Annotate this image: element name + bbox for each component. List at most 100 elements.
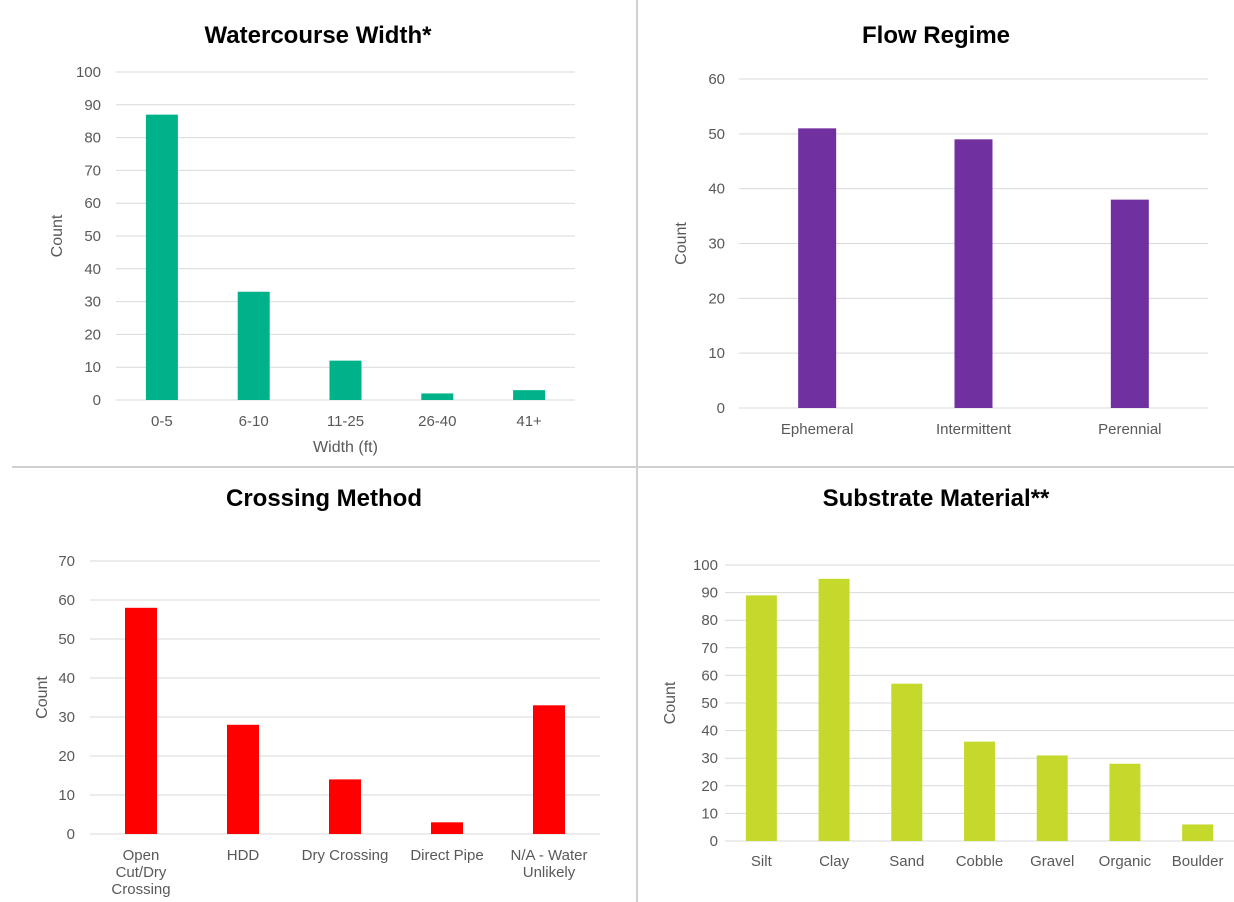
y-tick-label: 90 [701, 585, 718, 602]
x-tick-label: 6-10 [239, 413, 269, 430]
y-tick-label: 60 [708, 71, 725, 88]
x-tick-label-line: Perennial [1098, 421, 1161, 438]
y-axis-title: Count [662, 681, 679, 724]
x-tick-label-line: Direct Pipe [410, 847, 483, 864]
x-tick-label: Organic [1099, 853, 1152, 870]
y-axis-title: Count [673, 222, 690, 265]
y-tick-label: 40 [58, 670, 75, 687]
x-tick-label-line: Open [123, 847, 160, 864]
x-tick-label-line: 0-5 [151, 413, 173, 430]
bar [125, 607, 157, 834]
x-tick-label-line: Dry Crossing [302, 847, 389, 864]
y-tick-label: 10 [708, 345, 725, 362]
x-tick-label: Cobble [956, 853, 1004, 870]
x-axis-title: Width (ft) [313, 439, 378, 456]
y-tick-label: 70 [701, 640, 718, 657]
y-tick-label: 0 [710, 833, 718, 850]
y-tick-label: 30 [701, 750, 718, 767]
y-tick-label: 30 [84, 294, 101, 311]
bar [1182, 824, 1214, 841]
x-tick-label: 11-25 [327, 413, 364, 430]
x-tick-label: Clay [819, 853, 850, 870]
chart-watercourse-width-svg: Watercourse Width* 0 10 20 30 40 50 60 70 80 90 100… [49, 22, 575, 456]
y-tick-label: 20 [701, 778, 718, 795]
bar [533, 705, 565, 834]
x-tick-label: Perennial [1098, 421, 1161, 438]
chart-title: Flow Regime [862, 22, 1010, 49]
y-tick-label: 20 [84, 326, 101, 343]
bar [745, 595, 777, 841]
bar [421, 393, 454, 400]
y-tick-label: 80 [84, 130, 101, 147]
y-tick-label: 0 [67, 826, 75, 843]
x-tick-label-line: Ephemeral [781, 421, 854, 438]
vertical-divider [636, 0, 638, 902]
x-tick-label: Gravel [1030, 853, 1074, 870]
x-tick-label-line: Organic [1099, 853, 1152, 870]
bar [329, 779, 361, 834]
x-tick-label-line: Sand [889, 853, 924, 870]
y-tick-label: 50 [701, 695, 718, 712]
y-tick-label: 40 [84, 261, 101, 278]
bar [431, 822, 463, 834]
y-tick-label: 70 [58, 553, 75, 570]
y-tick-label: 70 [84, 162, 101, 179]
bar [227, 724, 259, 834]
bar [818, 578, 850, 841]
chart-flow-regime-svg: Flow Regime 0 10 20 30 40 50 60 Count Ephemeral In… [673, 22, 1208, 438]
x-tick-label-line: N/A - Water [511, 847, 588, 864]
bar [954, 139, 993, 409]
x-tick-label-line: 11-25 [327, 413, 364, 430]
chart-title: Crossing Method [226, 485, 422, 512]
x-tick-label-line: 41+ [516, 413, 542, 430]
y-tick-label: 100 [693, 557, 718, 574]
x-tick-label-line: Silt [751, 853, 773, 870]
y-tick-label: 0 [93, 392, 101, 409]
y-tick-label: 60 [701, 667, 718, 684]
y-tick-label: 60 [58, 592, 75, 609]
y-tick-label: 10 [58, 787, 75, 804]
x-tick-label-line: Boulder [1172, 853, 1224, 870]
y-tick-label: 30 [58, 709, 75, 726]
chart-substrate-material-svg: Substrate Material** 0 10 20 30 40 50 60 70 80 90 1… [662, 485, 1234, 870]
chart-watercourse-width: Watercourse Width* 0 10 20 30 40 50 60 70 80 90 100… [0, 0, 636, 466]
bar [1109, 763, 1141, 841]
x-tick-label: Silt [751, 853, 773, 870]
x-tick-label-line: Cut/Dry [116, 864, 167, 881]
y-tick-label: 80 [701, 612, 718, 629]
x-tick-label: Dry Crossing [302, 847, 389, 864]
x-tick-label-line: Gravel [1030, 853, 1074, 870]
bar [145, 114, 178, 400]
y-tick-label: 0 [717, 400, 725, 417]
y-tick-label: 100 [76, 64, 101, 81]
x-tick-label: Open Cut/Dry Crossing [111, 847, 170, 898]
x-tick-label: 26-40 [418, 413, 456, 430]
bar [513, 390, 546, 400]
horizontal-divider [12, 466, 1234, 468]
x-tick-label-line: Clay [819, 853, 850, 870]
x-tick-label: Boulder [1172, 853, 1224, 870]
chart-title: Substrate Material** [823, 485, 1050, 512]
x-tick-label: Ephemeral [781, 421, 854, 438]
bar [237, 291, 270, 400]
chart-crossing-method: Crossing Method 0 10 20 30 40 50 60 70 Count Open C… [0, 468, 636, 902]
x-tick-label-line: Cobble [956, 853, 1004, 870]
chart-flow-regime: Flow Regime 0 10 20 30 40 50 60 Count Ephemeral In… [638, 0, 1234, 466]
y-tick-label: 50 [708, 126, 725, 143]
x-tick-label-line: Intermittent [936, 421, 1012, 438]
y-tick-label: 50 [84, 228, 101, 245]
x-tick-label-line: 26-40 [418, 413, 456, 430]
y-tick-label: 90 [84, 97, 101, 114]
y-tick-label: 40 [701, 723, 718, 740]
x-tick-label-line: 6-10 [239, 413, 269, 430]
bar [329, 360, 362, 400]
chart-title: Watercourse Width* [205, 22, 433, 49]
bar [1036, 755, 1068, 841]
chart-substrate-material: Substrate Material** 0 10 20 30 40 50 60 70 80 90 1… [638, 468, 1234, 902]
x-tick-label-line: Crossing [111, 881, 170, 898]
y-tick-label: 20 [708, 290, 725, 307]
y-axis-title: Count [49, 214, 66, 257]
bar [964, 741, 995, 841]
x-tick-label: HDD [227, 847, 260, 864]
x-tick-label-line: HDD [227, 847, 260, 864]
